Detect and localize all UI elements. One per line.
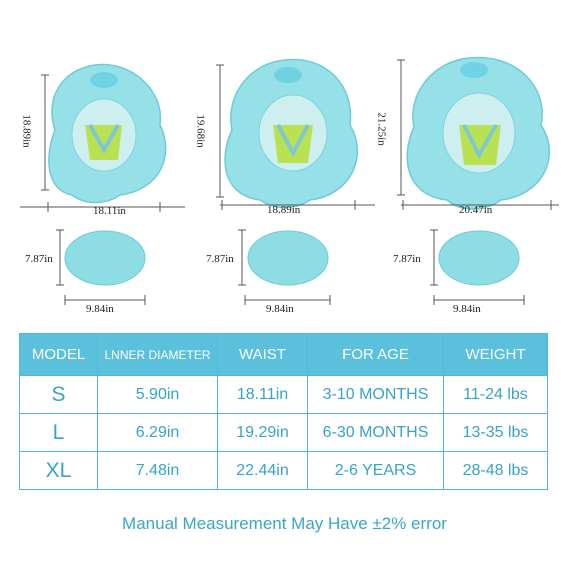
float-s-width-label: 18.11in (93, 205, 126, 217)
float-l-illustration (216, 58, 375, 305)
canopy-s-width-label: 9.84in (86, 303, 114, 315)
canopy-l-width-label: 9.84in (266, 303, 294, 315)
float-l-width-label: 18.89in (267, 204, 301, 216)
cell-weight: 11-24 lbs (443, 375, 548, 414)
cell-model: L (19, 413, 98, 452)
product-s: 18.89in 18.11in 7.87in 9.84in (0, 55, 190, 315)
measurement-note: Manual Measurement May Have ±2% error (122, 514, 447, 533)
cell-age: 6-30 MONTHS (307, 413, 444, 452)
canopy-l-height-label: 7.87in (206, 253, 234, 265)
float-s-height-label: 18.89in (20, 114, 33, 148)
cell-weight: 13-35 lbs (443, 413, 548, 452)
table-header-row: MODEL LNNER DIAMETER WAIST FOR AGE WEIGH… (19, 333, 548, 376)
cell-age: 2-6 YEARS (307, 451, 444, 490)
canopy-xl-width-label: 9.84in (453, 303, 481, 315)
canopy-xl-height-label: 7.87in (393, 253, 421, 265)
header-weight: WEIGHT (443, 333, 548, 376)
table-row: S 5.90in 18.11in 3-10 MONTHS 11-24 lbs (19, 375, 548, 414)
product-l: 19.68in 18.89in 7.87in 9.84in (190, 55, 380, 315)
header-model: MODEL (19, 333, 98, 376)
cell-waist: 22.44in (217, 451, 308, 490)
table-row: L 6.29in 19.29in 6-30 MONTHS 13-35 lbs (19, 413, 548, 452)
cell-diameter: 6.29in (97, 413, 218, 452)
cell-diameter: 5.90in (97, 375, 218, 414)
cell-model: XL (19, 451, 98, 490)
cell-diameter: 7.48in (97, 451, 218, 490)
header-diameter: LNNER DIAMETER (97, 333, 218, 376)
cell-age: 3-10 MONTHS (307, 375, 444, 414)
table-row: XL 7.48in 22.44in 2-6 YEARS 28-48 lbs (19, 451, 548, 490)
float-xl-height-label: 21.25in (375, 112, 388, 146)
float-xl-width-label: 20.47in (459, 204, 493, 216)
product-xl: 21.25in 20.47in 7.87in 9.84in (375, 55, 569, 315)
size-chart-table: MODEL LNNER DIAMETER WAIST FOR AGE WEIGH… (19, 333, 548, 490)
header-age: FOR AGE (307, 333, 444, 376)
cell-waist: 18.11in (217, 375, 308, 414)
float-xl-illustration (397, 56, 559, 305)
float-l-height-label: 19.68in (194, 114, 207, 148)
cell-model: S (19, 375, 98, 414)
cell-weight: 28-48 lbs (443, 451, 548, 490)
cell-waist: 19.29in (217, 413, 308, 452)
float-s-illustration (20, 63, 185, 305)
header-waist: WAIST (217, 333, 308, 376)
canopy-s-height-label: 7.87in (25, 253, 53, 265)
